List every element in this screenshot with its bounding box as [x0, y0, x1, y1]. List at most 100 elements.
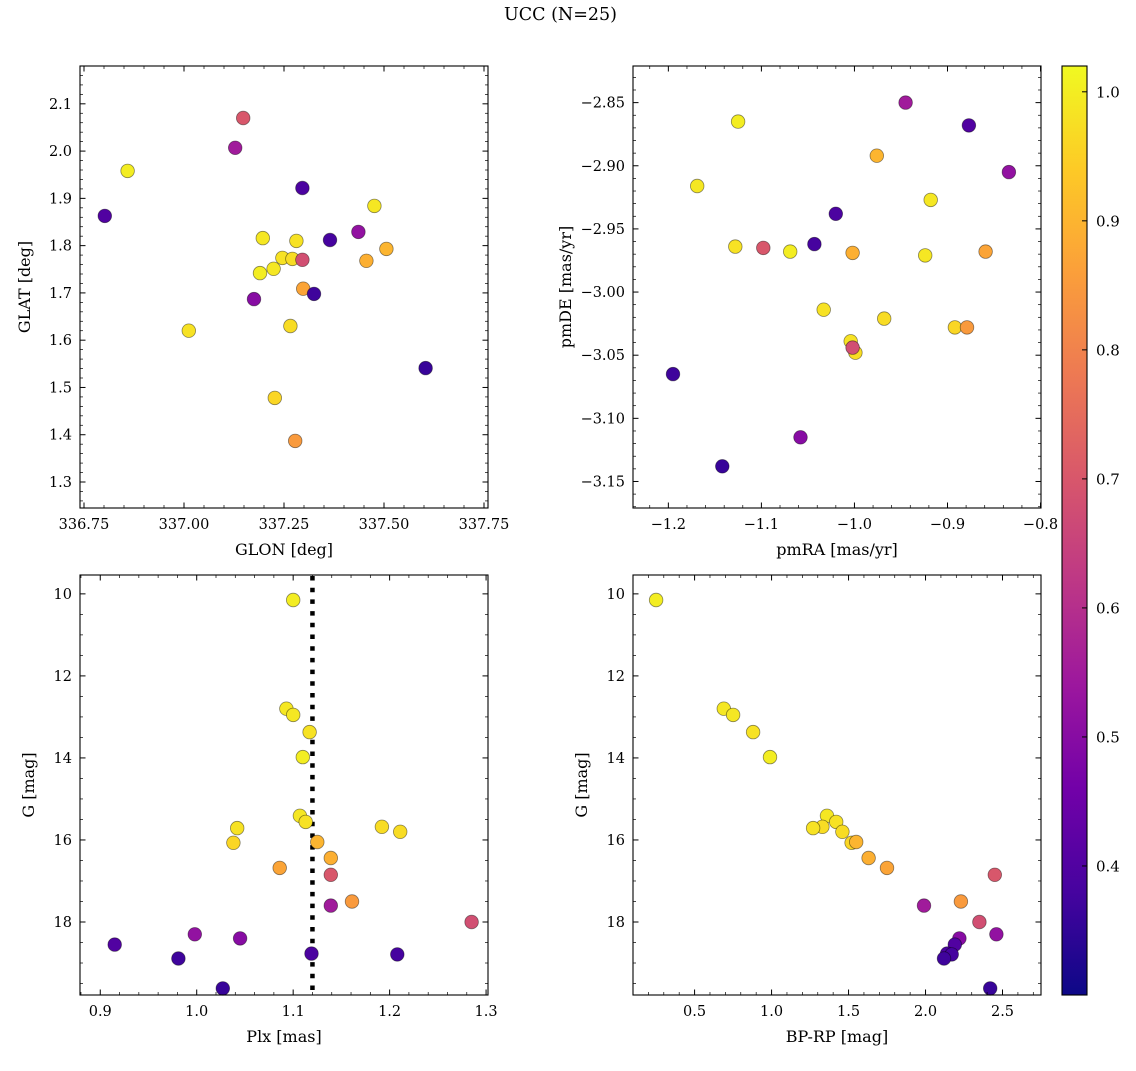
y-tick-label: −2.85: [581, 96, 625, 112]
y-axis-label: G [mag]: [572, 752, 591, 817]
data-point: [793, 430, 808, 445]
colorbar-gradient: [1062, 66, 1087, 995]
colorbar-tick-label: 0.4: [1096, 857, 1120, 875]
data-point: [987, 867, 1003, 883]
data-point: [227, 140, 243, 156]
data-point: [877, 311, 892, 326]
x-tick-label: 336.75: [59, 517, 110, 533]
colorbar-tick-label: 0.8: [1096, 341, 1120, 359]
data-point: [288, 433, 303, 449]
data-point: [351, 224, 366, 240]
data-point: [807, 236, 822, 252]
y-tick-label: −2.95: [581, 222, 625, 238]
data-point: [783, 244, 798, 259]
data-point: [322, 232, 338, 248]
data-point: [304, 946, 319, 961]
x-axis-label: BP-RP [mag]: [786, 1027, 888, 1046]
x-tick-label: 0.9: [89, 1004, 112, 1020]
x-tick-label: 2.0: [914, 1004, 937, 1020]
data-point: [959, 320, 975, 335]
panel-plx-g: 0.9 1.0 1.1 1.2 1.3 10 12 14 16 18 Plx [mas] G [mag…: [19, 574, 498, 1046]
data-point: [323, 850, 339, 866]
y-tick-label: 16: [54, 833, 72, 849]
data-point: [725, 707, 741, 723]
data-point: [246, 291, 262, 307]
colorbar-tick-label: 0.6: [1096, 599, 1120, 617]
y-tick-label: 12: [607, 669, 625, 685]
data-point: [97, 208, 113, 224]
y-tick-label: −2.90: [581, 159, 625, 175]
data-point: [302, 724, 317, 740]
data-point: [762, 749, 778, 765]
y-tick-label: 16: [607, 833, 625, 849]
data-point: [861, 850, 876, 866]
data-point: [828, 206, 844, 222]
x-tick-label: 1.1: [282, 1004, 305, 1020]
y-axis-label: pmDE [mas/yr]: [556, 226, 575, 349]
data-point: [295, 252, 310, 267]
x-tick-label: 337.75: [459, 517, 510, 533]
y-tick-label: 1.6: [49, 333, 72, 349]
panel-border: [79, 65, 489, 509]
x-tick-label: 1.0: [185, 1004, 208, 1020]
data-point: [849, 834, 864, 850]
x-tick-label: 1.0: [760, 1004, 783, 1020]
data-point: [953, 894, 969, 909]
data-point: [805, 820, 821, 836]
data-point: [255, 230, 270, 246]
data-point: [715, 459, 730, 474]
data-point: [229, 820, 245, 836]
x-tick-label: 0.5: [683, 1004, 706, 1020]
data-point: [323, 898, 339, 913]
data-point: [730, 114, 746, 129]
data-point: [690, 178, 705, 194]
x-tick-label: 2.5: [991, 1004, 1014, 1020]
y-tick-label: 10: [607, 587, 625, 603]
y-tick-label: 1.3: [49, 475, 72, 491]
data-point: [266, 261, 281, 277]
x-tick-label: −1.2: [651, 517, 686, 533]
data-point: [390, 947, 405, 962]
data-point: [845, 340, 860, 355]
data-point: [393, 824, 408, 840]
data-point: [379, 241, 394, 257]
y-tick-label: 18: [54, 915, 72, 931]
data-point: [344, 894, 360, 909]
x-axis-label: pmRA [mas/yr]: [776, 540, 898, 559]
x-tick-label: 337.00: [159, 517, 210, 533]
y-tick-label: 18: [607, 915, 625, 931]
data-point: [936, 951, 952, 966]
data-point: [418, 360, 433, 376]
y-tick-label: 12: [54, 669, 72, 685]
data-point: [367, 198, 382, 214]
panel-border: [632, 65, 1042, 509]
panel-border: [632, 574, 1042, 996]
data-point: [295, 749, 311, 765]
x-tick-label: −0.8: [1023, 517, 1058, 533]
data-point: [879, 860, 895, 876]
data-point: [286, 707, 301, 723]
x-tick-label: 337.25: [259, 517, 310, 533]
y-tick-label: −3.05: [581, 348, 625, 364]
data-point: [916, 898, 932, 913]
data-point: [648, 592, 664, 608]
x-axis-label: GLON [deg]: [235, 540, 333, 559]
data-point: [374, 819, 390, 835]
data-point: [283, 318, 298, 334]
y-tick-label: −3.10: [581, 411, 625, 427]
y-axis-label: G [mag]: [19, 752, 38, 817]
data-point: [171, 951, 186, 966]
colorbar-tick-label: 0.5: [1096, 728, 1120, 746]
colorbar-tick-label: 0.7: [1096, 470, 1120, 488]
y-tick-label: 1.9: [49, 191, 72, 207]
x-tick-label: −1.1: [744, 517, 779, 533]
y-tick-label: 14: [607, 751, 625, 767]
y-tick-label: 14: [54, 751, 72, 767]
membership-colorbar: 1.0 0.9 0.8 0.7 0.6 0.5 0.4: [1061, 65, 1120, 996]
data-point: [306, 286, 322, 302]
x-tick-label: 337.50: [359, 517, 410, 533]
data-point: [120, 163, 135, 179]
y-tick-label: 10: [54, 587, 72, 603]
panel-border: [79, 574, 489, 996]
